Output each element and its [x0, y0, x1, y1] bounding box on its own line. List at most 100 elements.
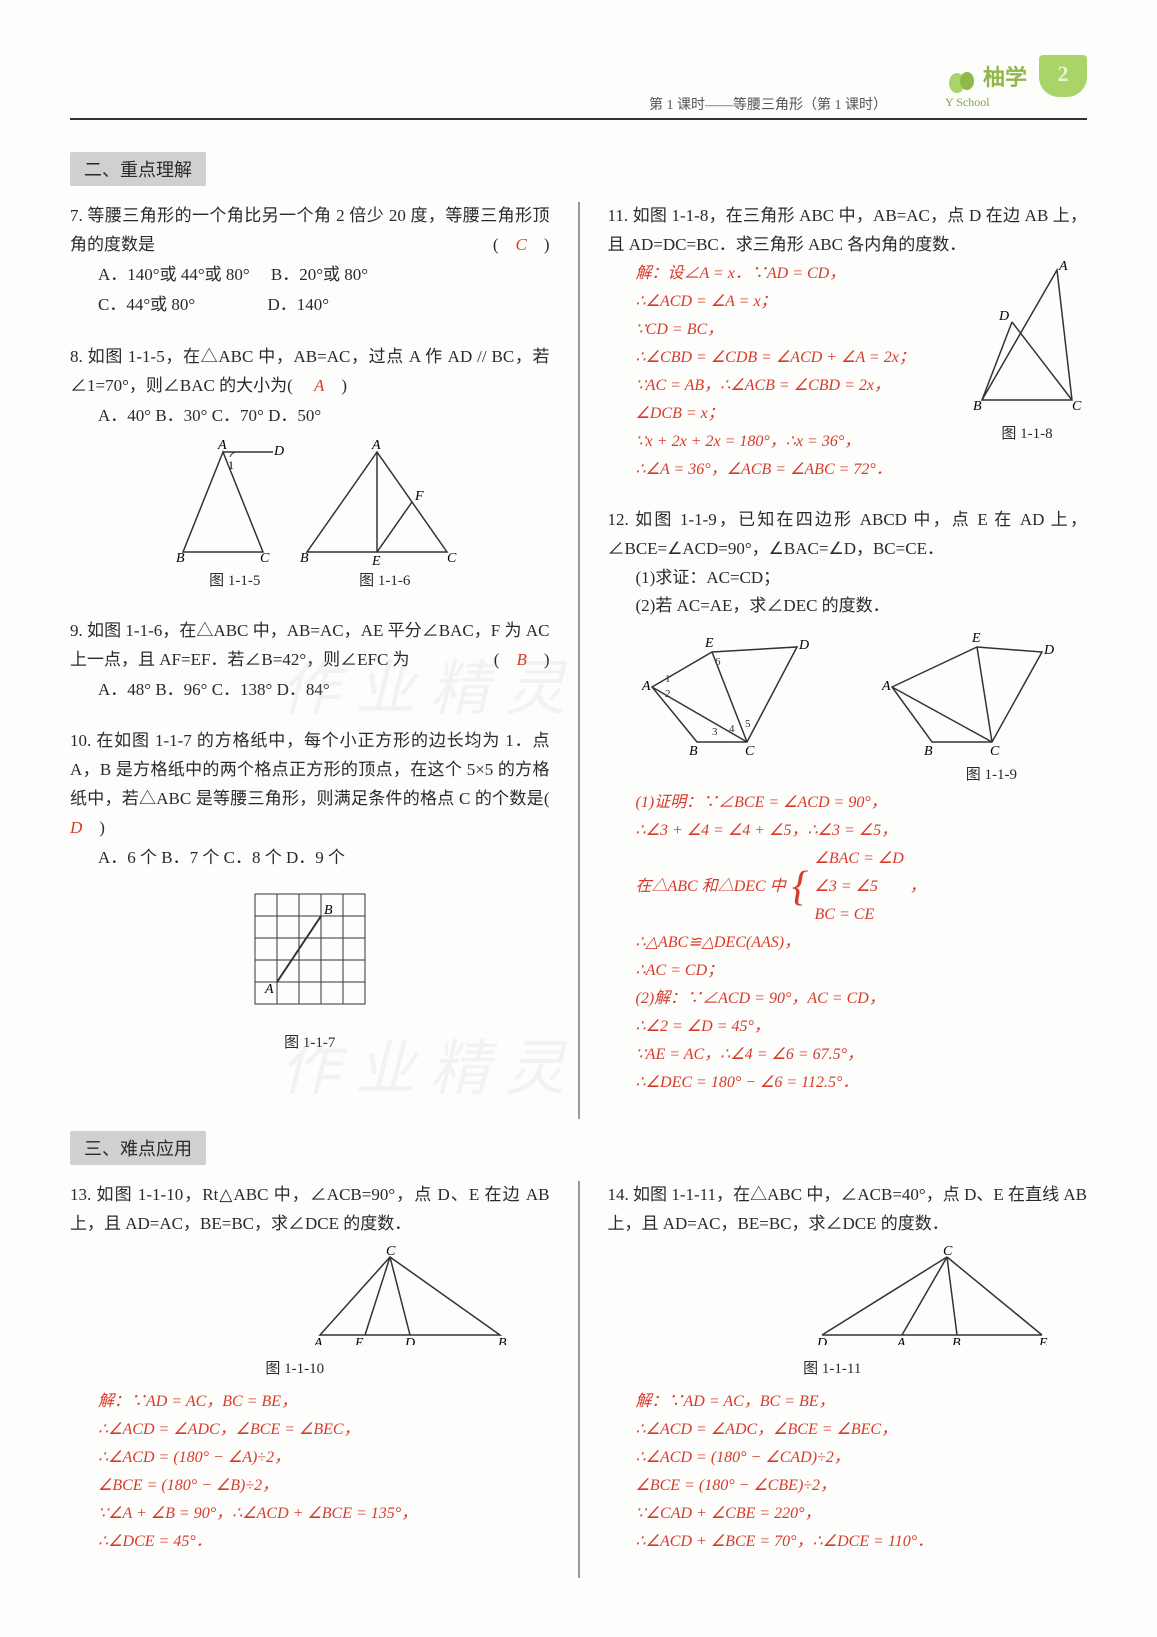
q13-sol-6: ∴∠DCE = 45°．	[98, 1528, 550, 1556]
q7-optA: A．140°或 44°或 80°	[98, 265, 250, 284]
fig-1-1-7-label: 图 1-1-7	[70, 1031, 550, 1057]
svg-text:D: D	[1043, 643, 1054, 658]
svg-text:A: A	[881, 679, 891, 694]
question-9: 9. 如图 1-1-6，在△ABC 中，AB=AC，AE 平分∠BAC，F 为 …	[70, 617, 550, 705]
svg-text:4: 4	[729, 723, 735, 735]
q14-sol-1: 解：∵AD = AC，BC = BE，	[636, 1388, 1088, 1416]
brand-sub: Y School	[945, 95, 1027, 110]
svg-text:D: D	[404, 1336, 415, 1345]
q10-opts: A．6 个 B．7 个 C．8 个 D．9 个	[70, 843, 550, 874]
q13-sol-1: 解：∵AD = AC，BC = BE，	[98, 1388, 550, 1416]
q12-s2-1: (2)解：∵∠ACD = 90°，AC = CD，	[636, 985, 1088, 1013]
question-10: 10. 在如图 1-1-7 的方格纸中，每个小正方形的边长均为 1．点 A，B …	[70, 727, 550, 1057]
brand-text: 柚学	[983, 65, 1027, 90]
svg-text:1: 1	[665, 673, 671, 685]
q12-part1: (1)求证：AC=CD；	[636, 564, 1088, 593]
svg-text:E: E	[971, 631, 981, 646]
q10-answer: D	[70, 818, 82, 837]
q7-optB: B．20°或 80°	[271, 265, 368, 284]
question-14: 14. 如图 1-1-11，在△ABC 中，∠ACB=40°，点 D、E 在直线…	[608, 1181, 1088, 1556]
q9-opts: A．48° B．96° C．138° D．84°	[70, 675, 550, 706]
question-7: 7. 等腰三角形的一个角比另一个角 2 倍少 20 度，等腰三角形顶角的度数是 …	[70, 202, 550, 321]
svg-text:C: C	[990, 744, 1000, 757]
svg-text:E: E	[1038, 1336, 1048, 1345]
q14-sol-4: ∠BCE = (180° − ∠CBE)÷2，	[636, 1472, 1088, 1500]
svg-text:A: A	[1058, 260, 1068, 274]
q12-s1-5: ∴AC = CD；	[636, 957, 1088, 985]
right-column: 11. 如图 1-1-8，在三角形 ABC 中，AB=AC，点 D 在边 AB …	[608, 202, 1088, 1119]
q11-sol-2: ∴∠ACD = ∠A = x；	[636, 288, 958, 316]
q9-answer: B	[516, 650, 526, 669]
section-3-columns: 13. 如图 1-1-10，Rt△ABC 中，∠ACB=90°，点 D、E 在边…	[70, 1181, 1087, 1578]
q13-text: 13. 如图 1-1-10，Rt△ABC 中，∠ACB=90°，点 D、E 在边…	[70, 1185, 550, 1233]
svg-text:2: 2	[665, 688, 671, 700]
q12-s1-3: 在△ABC 和△DEC 中	[636, 873, 786, 901]
figure-1-1-11: C D A B E	[807, 1245, 1057, 1345]
q13-sol-2: ∴∠ACD = ∠ADC，∠BCE = ∠BEC，	[98, 1416, 550, 1444]
q11-sol-3: ∵CD = BC，	[636, 316, 958, 344]
svg-text:1: 1	[228, 458, 234, 472]
svg-text:3: 3	[712, 726, 718, 738]
figure-1-1-7: A B	[240, 879, 380, 1019]
q11-text: 11. 如图 1-1-8，在三角形 ABC 中，AB=AC，点 D 在边 AB …	[608, 206, 1088, 254]
q12-brace-1: ∠BAC = ∠D	[815, 845, 904, 873]
svg-text:B: B	[176, 551, 185, 566]
fig-1-1-10-label: 图 1-1-10	[70, 1357, 520, 1383]
svg-text:6: 6	[715, 656, 721, 668]
q7-optC: C．44°或 80°	[98, 295, 195, 314]
q14-sol-3: ∴∠ACD = (180° − ∠CAD)÷2，	[636, 1444, 1088, 1472]
q13-sol-4: ∠BCE = (180° − ∠B)÷2，	[98, 1472, 550, 1500]
fig-1-1-6-label: 图 1-1-6	[359, 569, 410, 595]
figure-1-1-5: A D B C 1	[158, 437, 288, 567]
question-11: 11. 如图 1-1-8，在三角形 ABC 中，AB=AC，点 D 在边 AB …	[608, 202, 1088, 484]
q7-optD: D．140°	[267, 295, 329, 314]
svg-text:D: D	[798, 638, 809, 653]
q11-sol-5: ∵AC = AB，∴∠ACB = ∠CBD = 2x，	[636, 372, 958, 400]
svg-text:B: B	[324, 903, 333, 918]
q14-text: 14. 如图 1-1-11，在△ABC 中，∠ACB=40°，点 D、E 在直线…	[608, 1185, 1088, 1233]
q11-sol-1: 解：设∠A = x．∵AD = CD，	[636, 260, 958, 288]
svg-text:C: C	[943, 1245, 953, 1259]
svg-text:C: C	[745, 744, 755, 757]
svg-text:D: D	[816, 1336, 827, 1345]
q8-answer: A	[314, 376, 324, 395]
svg-text:C: C	[386, 1245, 396, 1259]
left-column: 7. 等腰三角形的一个角比另一个角 2 倍少 20 度，等腰三角形顶角的度数是 …	[70, 202, 550, 1119]
section-2-columns: 7. 等腰三角形的一个角比另一个角 2 倍少 20 度，等腰三角形顶角的度数是 …	[70, 202, 1087, 1119]
q8-text: 8. 如图 1-1-5，在△ABC 中，AB=AC，过点 A 作 AD // B…	[70, 347, 550, 395]
section-3-title: 三、难点应用	[70, 1131, 206, 1165]
left-column-2: 13. 如图 1-1-10，Rt△ABC 中，∠ACB=90°，点 D、E 在边…	[70, 1181, 550, 1578]
q12-text: 12. 如图 1-1-9，已知在四边形 ABCD 中，点 E 在 AD 上，∠B…	[608, 510, 1088, 558]
q14-sol-6: ∴∠ACD + ∠BCE = 70°，∴∠DCE = 110°．	[636, 1528, 1088, 1556]
question-12: 12. 如图 1-1-9，已知在四边形 ABCD 中，点 E 在 AD 上，∠B…	[608, 506, 1088, 1097]
fig-1-1-5-label: 图 1-1-5	[209, 569, 260, 595]
q14-sol-2: ∴∠ACD = ∠ADC，∠BCE = ∠BEC，	[636, 1416, 1088, 1444]
figure-1-1-8: A D B C	[967, 260, 1087, 410]
svg-text:B: B	[952, 1336, 961, 1345]
q12-s2-3: ∵AE = AC，∴∠4 = ∠6 = 67.5°，	[636, 1041, 1088, 1069]
figure-1-1-9-right: A E D C B	[877, 627, 1057, 757]
right-column-2: 14. 如图 1-1-11，在△ABC 中，∠ACB=40°，点 D、E 在直线…	[608, 1181, 1088, 1578]
leaf-icon	[945, 67, 979, 95]
figure-1-1-9-left: A E D C B 1 2 3 4 5 6	[637, 627, 817, 757]
figure-1-1-6: A B E C F	[292, 437, 462, 567]
column-divider	[578, 202, 580, 1119]
q7-text: 7. 等腰三角形的一个角比另一个角 2 倍少 20 度，等腰三角形顶角的度数是	[70, 206, 550, 254]
q8-opts: A．40° B．30° C．70° D．50°	[70, 401, 550, 432]
svg-text:A: A	[217, 438, 227, 453]
q12-brace-2: ∠3 = ∠5	[815, 873, 904, 901]
svg-text:C: C	[447, 551, 457, 566]
svg-text:A: A	[896, 1336, 906, 1345]
svg-text:B: B	[973, 399, 982, 410]
svg-text:A: A	[313, 1336, 323, 1345]
q11-sol-4: ∴∠CBD = ∠CDB = ∠ACD + ∠A = 2x；	[636, 344, 958, 372]
svg-text:E: E	[371, 554, 381, 567]
q11-sol-7: ∵x + 2x + 2x = 180°，∴x = 36°，	[636, 428, 958, 456]
q12-s1-1: (1)证明：∵∠BCE = ∠ACD = 90°，	[636, 789, 1088, 817]
svg-text:D: D	[998, 309, 1009, 324]
q11-sol-6: ∠DCB = x；	[636, 400, 958, 428]
svg-text:B: B	[924, 744, 933, 757]
svg-text:E: E	[354, 1336, 364, 1345]
fig-1-1-9-label: 图 1-1-9	[608, 763, 1088, 789]
svg-text:A: A	[264, 982, 274, 997]
